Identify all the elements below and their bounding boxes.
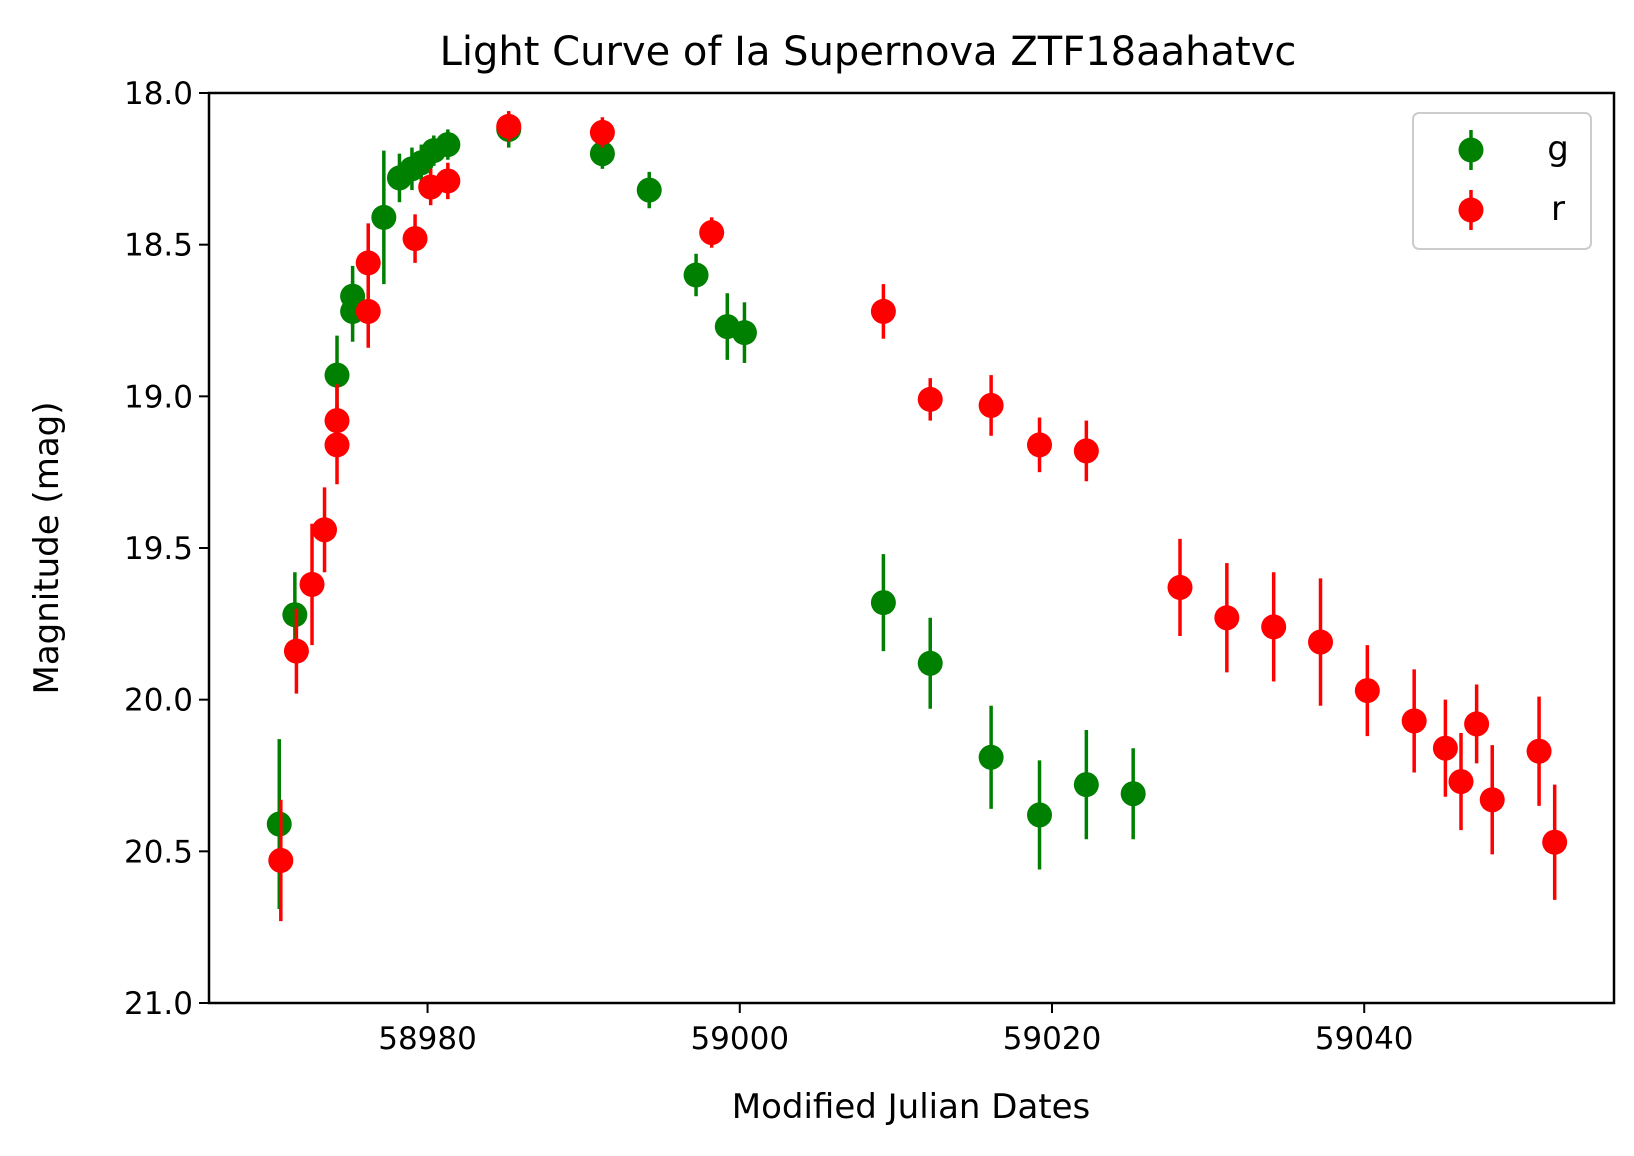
data-point [1354, 678, 1380, 704]
data-point [870, 298, 896, 324]
data-point [699, 220, 725, 246]
x-axis-label: Modified Julian Dates [732, 1087, 1091, 1127]
data-point [1073, 772, 1099, 798]
data-point [283, 638, 309, 664]
legend-marker [1458, 137, 1484, 163]
y-axis-label: Magnitude (mag) [27, 401, 67, 694]
data-point [402, 226, 428, 252]
ticks-layer: 58980 59000 59020 59040 18.0 18.5 19.0 19.5 20.0… [124, 76, 1414, 1057]
data-point [683, 262, 709, 288]
data-point [636, 177, 662, 203]
data-point [1261, 614, 1287, 640]
data-point [1308, 629, 1334, 655]
data-point [1432, 735, 1458, 761]
data-point [1167, 574, 1193, 600]
data-point [870, 590, 896, 616]
x-tick-label: 59020 [1003, 1021, 1102, 1057]
y-tick-label: 20.5 [124, 834, 193, 870]
data-point [1027, 802, 1053, 828]
y-tick-label: 20.0 [124, 683, 193, 719]
legend: gr [1412, 112, 1592, 250]
data-point [299, 571, 325, 597]
data-point [496, 113, 522, 139]
data-point [324, 432, 350, 458]
x-tick-label: 59000 [690, 1021, 789, 1057]
data-point [1214, 605, 1240, 631]
data-point [731, 320, 757, 346]
data-point [1073, 438, 1099, 464]
y-tick-label: 19.0 [124, 379, 193, 415]
data-point [1479, 787, 1505, 813]
chart-title: Light Curve of Ia Supernova ZTF18aahatvc [440, 29, 1297, 75]
data-point [589, 141, 615, 167]
legend-frame [1412, 112, 1592, 250]
data-point [1526, 738, 1552, 764]
data-point [435, 132, 461, 158]
data-point [978, 744, 1004, 770]
legend-marker [1458, 197, 1484, 223]
data-point [371, 204, 397, 230]
plot-layer [266, 111, 1568, 922]
data-point [917, 650, 943, 676]
data-point [1448, 769, 1474, 795]
y-tick-label: 21.0 [124, 986, 193, 1022]
data-point [589, 119, 615, 145]
data-point [355, 250, 381, 276]
data-point [1464, 711, 1490, 737]
data-point [1401, 708, 1427, 734]
y-tick-label: 18.0 [124, 76, 193, 112]
y-tick-label: 18.5 [124, 228, 193, 264]
data-point [917, 386, 943, 412]
data-point [324, 362, 350, 388]
data-point [312, 517, 338, 543]
legend-label-r: r [1551, 189, 1565, 229]
series-r [268, 111, 1568, 922]
x-tick-label: 58980 [378, 1021, 477, 1057]
legend-label-g: g [1547, 129, 1569, 169]
data-point [355, 298, 381, 324]
data-point [1542, 829, 1568, 855]
data-point [1120, 781, 1146, 807]
data-point [268, 847, 294, 873]
data-point [1027, 432, 1053, 458]
data-point [978, 392, 1004, 418]
data-point [435, 168, 461, 194]
y-tick-label: 19.5 [124, 531, 193, 567]
x-tick-label: 59040 [1315, 1021, 1414, 1057]
